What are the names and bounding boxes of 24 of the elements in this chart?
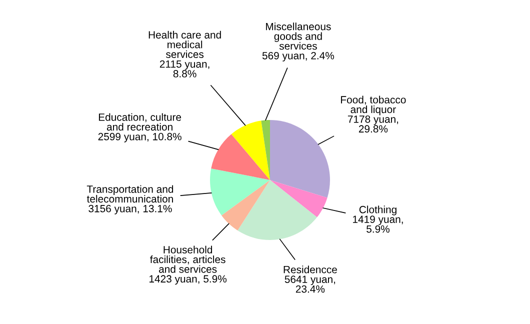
slice-label: Education, culture and recreation <box>98 113 182 131</box>
pie-slice <box>231 120 270 180</box>
pie-slice <box>211 134 270 180</box>
slice-label: Miscellaneous goods and services <box>266 22 331 50</box>
data-label: 2599 yuan, 10.8% <box>98 132 182 142</box>
slice-label: Household facilities, articles and services <box>150 246 226 273</box>
slice-label: Residencce <box>284 266 337 274</box>
pie-slice <box>210 168 270 216</box>
slice-label: Clothing <box>359 206 396 216</box>
data-label: 3156 yuan, 13.1% <box>88 204 172 214</box>
pie-slice <box>270 180 328 218</box>
data-label: 2115 yuan, 8.8% <box>160 60 210 78</box>
slice-label: Food, tobacco and liquor <box>341 96 406 116</box>
data-label: 7178 yuan, 29.8% <box>348 115 398 133</box>
slice-label: Transportation and telecommunication <box>86 185 174 203</box>
data-label: 1423 yuan, 5.9% <box>150 275 227 285</box>
data-label: 569 yuan, 2.4% <box>262 52 334 62</box>
pie-slice <box>238 180 318 240</box>
pie-slice <box>221 180 270 230</box>
data-label: 5641 yuan, 23.4% <box>284 276 336 293</box>
pie-slice <box>270 120 330 198</box>
data-label: 1419 yuan, 5.9% <box>353 216 403 233</box>
slice-label: Health care and medical services <box>148 30 221 58</box>
pie-slice <box>261 120 270 180</box>
